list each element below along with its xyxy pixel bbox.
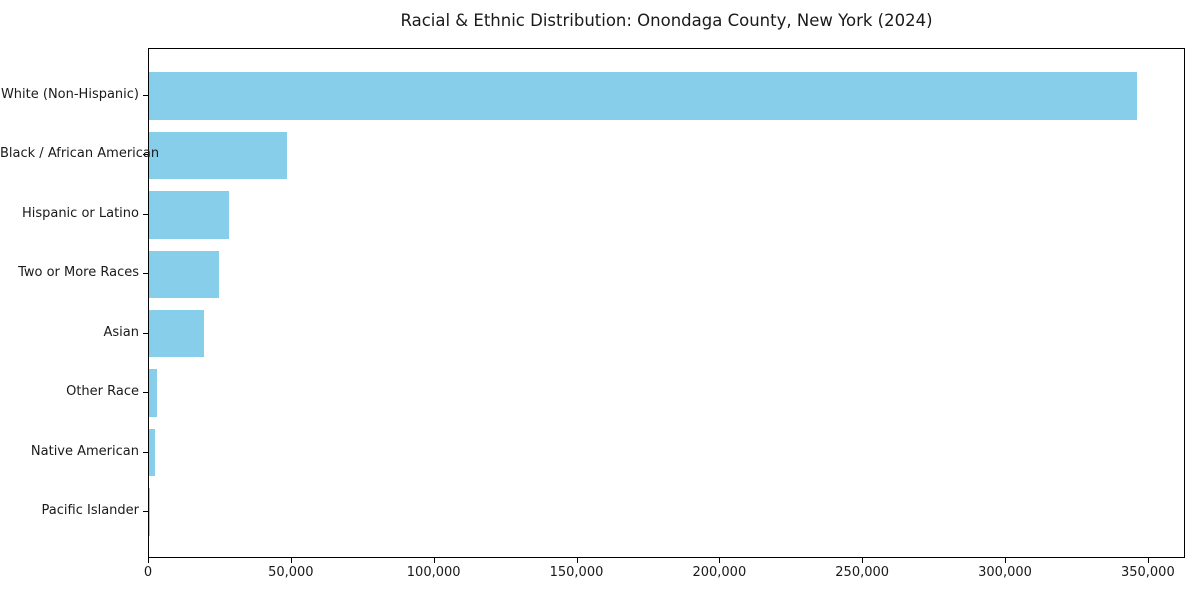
x-tick-label: 150,000	[549, 565, 604, 580]
y-tick-label-native-american: Native American	[30, 443, 139, 459]
y-tick	[143, 511, 148, 513]
y-tick	[143, 154, 148, 156]
x-tick	[1005, 558, 1007, 563]
plot-area	[148, 48, 1185, 558]
bar-black-african-american	[149, 131, 287, 180]
x-tick	[290, 558, 292, 563]
y-tick-label-pacific-islander: Pacific Islander	[41, 503, 139, 519]
x-tick-label: 250,000	[835, 565, 890, 580]
x-tick	[576, 558, 578, 563]
x-tick	[862, 558, 864, 563]
y-tick	[143, 332, 148, 334]
bar-native-american	[149, 428, 155, 477]
y-tick	[143, 213, 148, 215]
y-tick	[143, 451, 148, 453]
bar-pacific-islander	[149, 488, 150, 536]
bar-asian	[149, 309, 204, 358]
bar-white-non-hispanic	[149, 72, 1138, 120]
y-tick	[143, 94, 148, 96]
y-tick	[143, 392, 148, 394]
y-tick-label-black-african-american: Black / African American	[0, 146, 160, 162]
y-tick-label-other-race: Other Race	[66, 384, 139, 400]
y-tick-label-two-or-more-races: Two or More Races	[18, 265, 139, 281]
x-tick-label: 350,000	[1120, 565, 1175, 580]
y-tick-label-hispanic-or-latino: Hispanic or Latino	[21, 205, 139, 221]
x-tick	[719, 558, 721, 563]
y-tick-label-white-non-hispanic: White (Non-Hispanic)	[0, 86, 139, 102]
x-tick-label: 300,000	[978, 565, 1032, 580]
bar-hispanic-or-latino	[149, 191, 229, 239]
x-tick	[148, 558, 149, 563]
x-tick	[1147, 558, 1149, 563]
chart-title: Racial & Ethnic Distribution: Onondaga C…	[400, 11, 933, 30]
x-tick-label: 50,000	[268, 565, 314, 580]
y-tick	[143, 273, 148, 275]
x-tick-label: 0	[143, 565, 153, 580]
x-tick-label: 100,000	[406, 565, 461, 580]
x-tick	[433, 558, 435, 563]
bar-other-race	[149, 369, 157, 417]
x-tick-label: 200,000	[692, 565, 747, 580]
bar-two-or-more-races	[149, 250, 219, 299]
y-tick-label-asian: Asian	[103, 324, 139, 340]
